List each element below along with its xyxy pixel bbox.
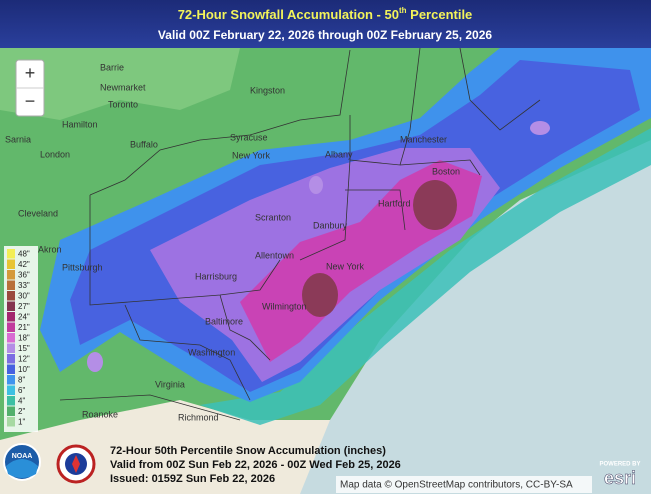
legend-swatch (7, 249, 15, 259)
place: New York (232, 150, 271, 160)
place: Hartford (378, 198, 411, 208)
legend-label: 15" (18, 344, 30, 353)
legend-swatch (7, 406, 15, 416)
place: Boston (432, 166, 460, 176)
footer-line: 72-Hour 50th Percentile Snow Accumulatio… (110, 445, 386, 457)
legend-swatch (7, 417, 15, 427)
place: Syracuse (230, 132, 268, 142)
legend-label: 36" (18, 270, 30, 279)
place: Kingston (250, 85, 285, 95)
nws-mark (72, 455, 80, 473)
snow-band (0, 48, 240, 120)
legend-label: 30" (18, 291, 30, 300)
place: Danbury (313, 220, 348, 230)
zoom-out[interactable]: − (25, 91, 36, 111)
legend-label: 18" (18, 333, 30, 342)
zoom-in[interactable]: + (25, 63, 36, 83)
legend-label: 27" (18, 302, 30, 311)
place: Albany (325, 149, 353, 159)
place: New York (326, 261, 365, 271)
footer: 72-Hour 50th Percentile Snow Accumulatio… (110, 445, 401, 485)
legend-swatch (7, 364, 15, 374)
legend-swatch (7, 291, 15, 301)
snow-patch (87, 352, 103, 372)
place: Barrie (100, 62, 124, 72)
legend-label: 48" (18, 249, 30, 258)
snow-core (413, 180, 457, 230)
place: Newmarket (100, 82, 146, 92)
footer-line: Valid from 00Z Sun Feb 22, 2026 - 00Z We… (110, 459, 401, 471)
legend-swatch (7, 312, 15, 322)
snow-core (302, 273, 338, 317)
place: Roanoke (82, 409, 118, 419)
place: Pittsburgh (62, 262, 103, 272)
place: Richmond (178, 412, 219, 422)
noaa-text: NOAA (12, 453, 33, 460)
place: Scranton (255, 212, 291, 222)
legend-label: 4" (18, 396, 25, 405)
legend-label: 12" (18, 354, 30, 363)
legend-label: 8" (18, 375, 25, 384)
title-sup: th (399, 6, 407, 15)
place: Akron (38, 244, 62, 254)
legend-label: 6" (18, 386, 25, 395)
place: Virginia (155, 379, 185, 389)
legend-swatch (7, 375, 15, 385)
header (0, 0, 651, 48)
attribution-box (336, 476, 592, 493)
noaa-wave (6, 459, 38, 478)
legend-label: 10" (18, 365, 30, 374)
legend-swatch (7, 333, 15, 343)
place: Buffalo (130, 139, 158, 149)
legend-swatch (7, 270, 15, 280)
attribution: Map data © OpenStreetMap contributors, C… (340, 480, 573, 491)
legend-swatch (7, 385, 15, 395)
legend-label: 24" (18, 312, 30, 321)
legend-swatch (7, 301, 15, 311)
snow-patch (530, 121, 550, 135)
place: Hamilton (62, 119, 98, 129)
place: Washington (188, 347, 235, 357)
esri-powered: POWERED BY (599, 462, 640, 468)
place: Baltimore (205, 316, 243, 326)
legend-swatch (7, 322, 15, 332)
place: Wilmington (262, 301, 307, 311)
zoom-control[interactable]: + − (15, 59, 45, 117)
place: Cleveland (18, 208, 58, 218)
title: 72-Hour Snowfall Accumulation - 50th Per… (178, 6, 473, 22)
legend-swatch (7, 280, 15, 290)
places: Barrie Newmarket Toronto Hamilton London… (5, 62, 460, 422)
footer-line: Issued: 0159Z Sun Feb 22, 2026 (110, 473, 275, 485)
title-main: 72-Hour Snowfall Accumulation - 50 (178, 7, 399, 22)
borders (59, 47, 541, 421)
subtitle: Valid 00Z February 22, 2026 through 00Z … (158, 28, 492, 42)
snow-patch (309, 176, 323, 194)
legend-label: 1" (18, 417, 25, 426)
legend-label: 21" (18, 323, 30, 332)
ocean (300, 140, 651, 494)
place: Sarnia (5, 134, 31, 144)
legend-label: 33" (18, 281, 30, 290)
legend-swatch (7, 354, 15, 364)
legend-swatch (7, 396, 15, 406)
place: Harrisburg (195, 271, 237, 281)
place: Allentown (255, 250, 294, 260)
legend-label: 2" (18, 407, 25, 416)
legend-swatch (7, 259, 15, 269)
esri-logo: esri (604, 468, 636, 488)
legend-label: 42" (18, 260, 30, 269)
place: London (40, 149, 70, 159)
title-rest: Percentile (407, 7, 473, 22)
legend-swatch (7, 343, 15, 353)
place: Toronto (108, 99, 138, 109)
legend: 48" 42"36" 33"30" 27"24" 21"18" 15"12" 10"8" 6"… (4, 246, 38, 432)
place: Manchester (400, 134, 447, 144)
snow-band (200, 128, 651, 425)
